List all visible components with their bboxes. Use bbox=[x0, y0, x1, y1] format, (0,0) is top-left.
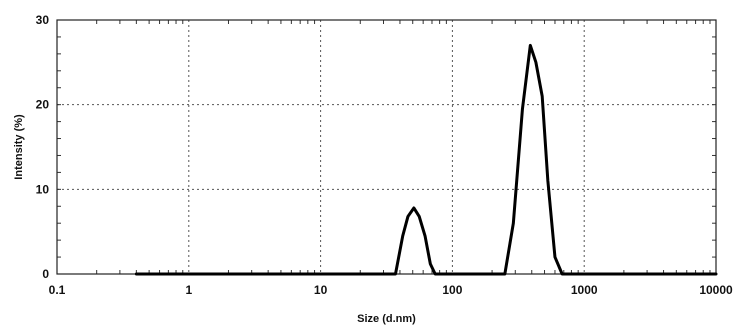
plot-frame bbox=[56, 19, 717, 275]
grid bbox=[57, 19, 716, 274]
series-group bbox=[134, 43, 718, 276]
x-tick-label: 100 bbox=[442, 283, 462, 297]
y-tick-label: 0 bbox=[42, 267, 49, 281]
x-tick-label: 0.1 bbox=[49, 283, 66, 297]
y-tick-label: 30 bbox=[36, 13, 50, 27]
y-axis-title: Intensity (%) bbox=[13, 114, 25, 180]
series-line bbox=[134, 43, 718, 276]
y-tick-labels: 0 10 20 30 bbox=[36, 13, 50, 281]
x-axis-title: Size (d.nm) bbox=[357, 313, 416, 325]
x-tick-label: 1000 bbox=[571, 283, 598, 297]
minor-ticks bbox=[57, 19, 716, 275]
x-tick-label: 1 bbox=[185, 283, 192, 297]
x-tick-label: 10 bbox=[314, 283, 328, 297]
x-tick-label: 10000 bbox=[699, 283, 733, 297]
y-tick-label: 10 bbox=[36, 182, 50, 196]
y-tick-label: 20 bbox=[36, 98, 50, 112]
x-tick-labels: 0.1 1 10 100 1000 10000 bbox=[49, 283, 733, 297]
